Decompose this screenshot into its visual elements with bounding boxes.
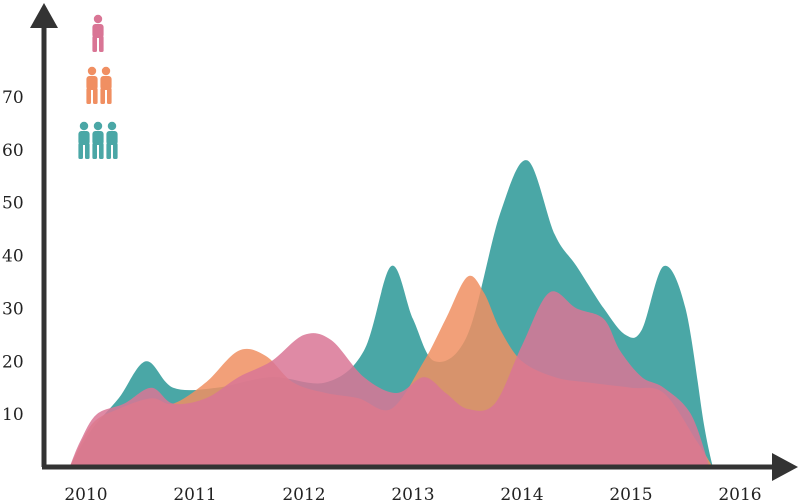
area-series-group: [69, 160, 713, 467]
y-tick-label: 30: [2, 299, 24, 319]
area-series-3: [69, 291, 710, 467]
y-tick-label: 40: [2, 247, 24, 267]
x-tick-label: 2014: [500, 485, 543, 503]
x-axis-arrow: [772, 453, 798, 481]
y-tick-labels: 10 20 30 40 50 60 70: [2, 88, 24, 425]
three-people-icon: [78, 121, 118, 159]
y-tick-label: 50: [2, 194, 24, 214]
x-tick-label: 2011: [173, 485, 216, 503]
x-tick-label: 2013: [391, 485, 434, 503]
y-tick-label: 10: [2, 405, 24, 425]
x-tick-label: 2016: [718, 485, 761, 503]
x-tick-labels: 2010 2011 2012 2013 2014 2015 2016: [64, 485, 761, 503]
y-tick-label: 70: [2, 88, 24, 108]
x-tick-label: 2012: [282, 485, 325, 503]
y-tick-label: 60: [2, 141, 24, 161]
single-person-icon: [92, 14, 104, 52]
y-axis-arrow: [30, 3, 58, 28]
legend-icons: [78, 14, 118, 159]
y-tick-label: 20: [2, 352, 24, 372]
x-tick-label: 2015: [609, 485, 652, 503]
two-people-icon: [86, 66, 112, 104]
x-tick-label: 2010: [64, 485, 107, 503]
